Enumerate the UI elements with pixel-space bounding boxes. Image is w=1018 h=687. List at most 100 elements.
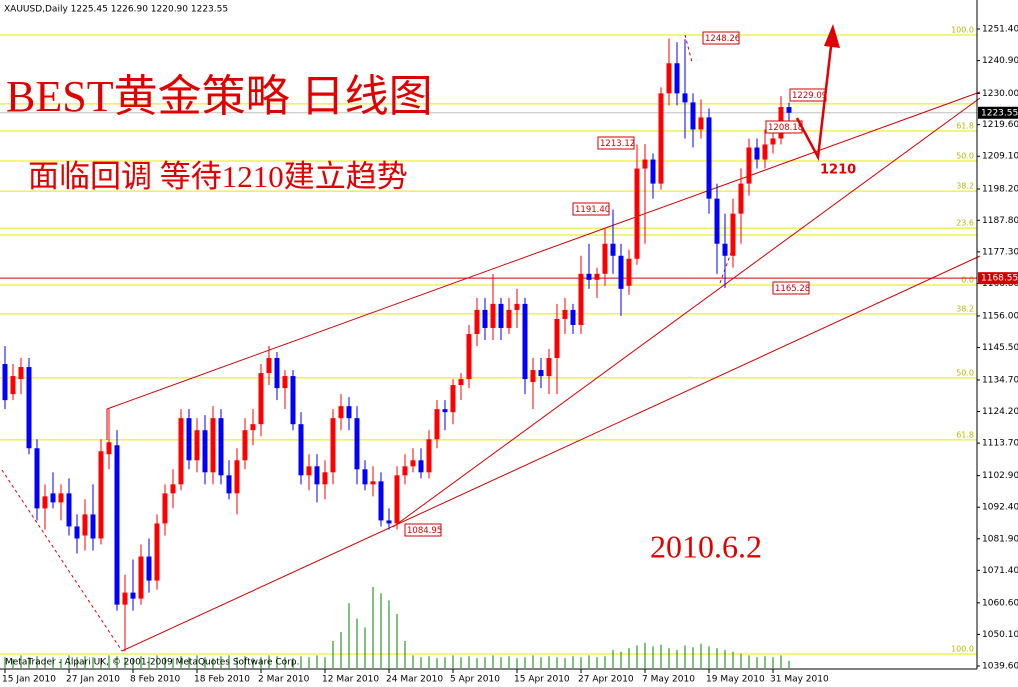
candle-body [154,523,160,581]
x-tick-label: 15 Jan 2010 [2,675,56,685]
volume-layer [4,587,790,668]
candle-body [34,448,40,509]
candle-body [770,138,776,145]
marked-level-label: 1168.55 [981,274,1018,284]
trend-line [684,34,693,63]
price-note-box [702,31,740,45]
x-tick-label: 19 May 2010 [706,675,765,685]
candle-body [394,475,400,524]
candle-body [578,273,584,325]
candle-body [490,303,496,328]
header: XAUUSD,Daily 1225.45 1226.90 1220.90 122… [4,5,228,15]
candle-body [306,466,312,476]
candle-body [666,63,672,94]
candle-body [546,358,552,377]
candle-body [538,370,544,377]
candle-body [554,318,560,359]
candle-body [674,63,680,94]
candle-body [682,93,688,103]
arrow-head [824,24,840,48]
candle-body [330,418,336,473]
y-tick-label: 1050.10 [982,630,1018,640]
candle-body [138,556,144,599]
candle-body [170,484,176,494]
fib-label: 100.0 [951,26,974,35]
candle-body [562,309,568,319]
date-note: 2010.6.2 [650,528,762,564]
x-tick-label: 2 Mar 2010 [258,675,310,685]
candle-body [74,526,80,539]
candle-body [234,460,240,494]
candle-body [514,303,520,310]
candle-body [146,556,152,581]
candle-body [594,273,600,280]
candle-body [762,144,768,160]
y-tick-label: 1060.60 [982,598,1018,608]
candle-body [58,493,64,503]
candle-body [570,309,576,325]
price-note: 1165.28 [775,284,810,294]
y-tick-label: 1145.50 [982,343,1018,353]
candle-body [690,102,696,130]
footer: MetaTrader - Alpari UK, © 2001-2009 Meta… [5,658,299,668]
candle-body [114,445,120,605]
candle-body [370,481,376,485]
candle-body [722,243,728,256]
current-price-label: 1223.55 [981,108,1018,118]
candle-body [290,376,296,425]
candle-body [530,370,536,383]
price-note: 1084.95 [407,526,442,536]
forecast-arrow [795,37,834,162]
candle-body [434,409,440,440]
fib-label: 50.0 [956,368,974,377]
candle-body [506,309,512,328]
candle-body [626,258,632,286]
y-tick-label: 1134.70 [982,375,1018,385]
candle-body [450,385,456,413]
candle-body [746,147,752,184]
candle-body [282,376,288,389]
candle-body [186,418,192,461]
x-tick-label: 31 May 2010 [770,675,829,685]
fib-label: 50.0 [956,152,974,161]
y-tick-label: 1113.70 [982,439,1018,449]
x-tick-label: 7 May 2010 [642,675,695,685]
candle-body [354,418,360,470]
x-tick-label: 18 Feb 2010 [194,675,250,685]
candle-body [522,303,528,380]
fib-label: 61.8 [956,430,974,439]
price-note: 1229.09 [792,91,827,101]
candle-body [178,418,184,485]
fib-label: 0.0 [961,275,974,284]
y-tick-label: 1240.90 [982,56,1018,66]
candle-body [642,159,648,169]
candle-body [242,430,248,461]
trend-line [106,91,981,410]
y-tick-label: 1124.20 [982,407,1018,417]
candle-body [730,213,736,256]
candle-body [706,117,712,199]
candle-body [130,592,136,599]
candle-body [266,358,272,374]
candle-body [2,364,8,401]
y-tick-label: 1092.40 [982,503,1018,513]
fib-label: 38.2 [956,304,974,313]
x-tick-label: 24 Mar 2010 [386,675,443,685]
y-tick-label: 1039.60 [982,662,1018,672]
x-tick-label: 15 Apr 2010 [514,675,570,685]
candle-body [602,243,608,274]
candle-body [322,472,328,485]
price-note-box [404,523,442,537]
candle-body [482,309,488,328]
candle-body [50,493,56,503]
candle-body [442,409,448,413]
y-tick-label: 1230.00 [982,89,1018,99]
candle-body [250,424,256,431]
candle-body [106,442,112,455]
candle-body [18,367,24,380]
candle-body [386,520,392,524]
x-tick-label: 12 Mar 2010 [322,675,379,685]
candle-body [786,107,792,113]
